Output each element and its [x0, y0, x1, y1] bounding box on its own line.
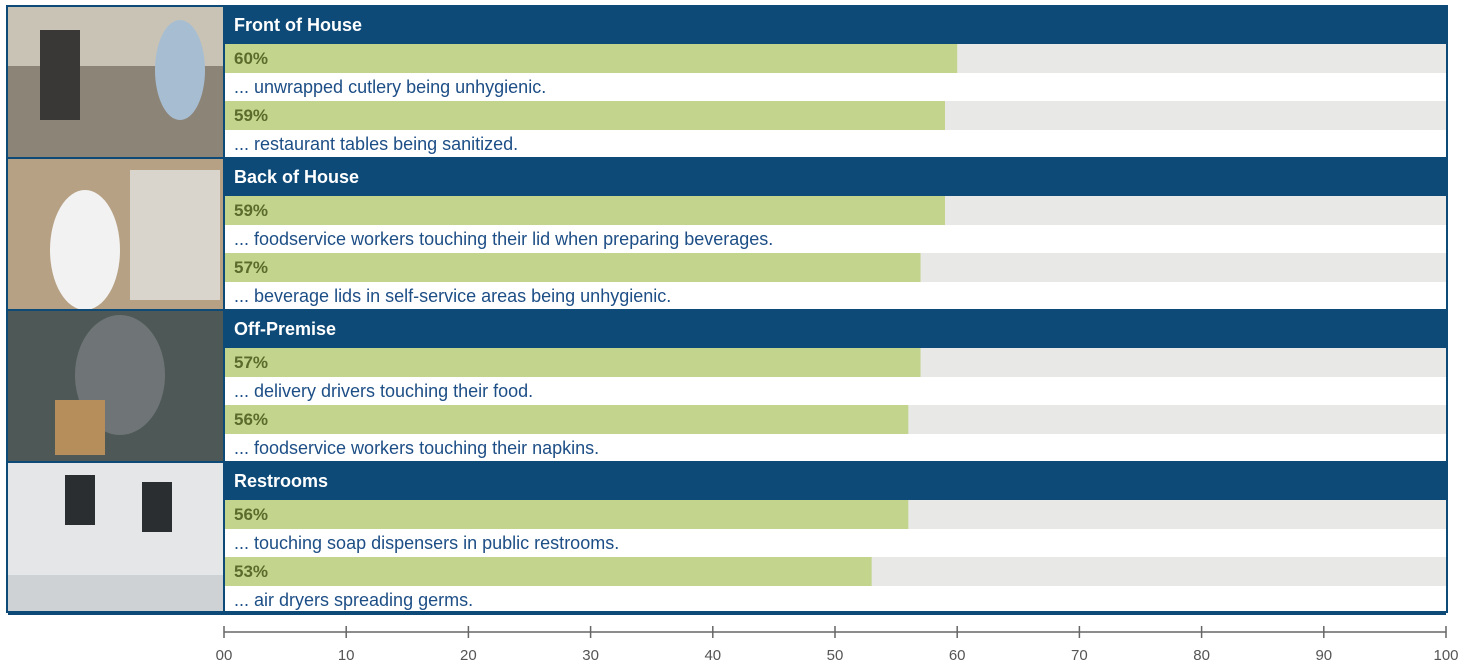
x-tick-label: 50 [827, 647, 844, 664]
x-tick-label: 00 [216, 647, 233, 664]
photo-wall [130, 170, 220, 300]
value-label: 57% [234, 258, 268, 277]
category-label: ... foodservice workers touching their l… [234, 229, 773, 249]
photo-counter [8, 575, 223, 612]
x-tick-label: 90 [1315, 647, 1332, 664]
category-label: ... restaurant tables being sanitized. [234, 134, 518, 154]
bar [224, 348, 921, 377]
bar [224, 557, 872, 586]
bar [224, 253, 921, 282]
bar [224, 500, 909, 529]
group-title: Back of House [234, 167, 359, 187]
group-header [224, 462, 1447, 500]
category-label: ... beverage lids in self-service areas … [234, 286, 671, 306]
value-label: 59% [234, 106, 268, 125]
category-label: ... unwrapped cutlery being unhygienic. [234, 77, 546, 97]
x-tick-label: 60 [949, 647, 966, 664]
x-tick-label: 80 [1193, 647, 1210, 664]
category-label: ... air dryers spreading germs. [234, 590, 473, 610]
x-tick-label: 70 [1071, 647, 1088, 664]
x-tick-label: 20 [460, 647, 477, 664]
group-header [224, 310, 1447, 348]
value-label: 60% [234, 49, 268, 68]
photo-dryer [142, 482, 172, 532]
photo-dispenser [40, 30, 80, 120]
bar [224, 405, 909, 434]
value-label: 57% [234, 353, 268, 372]
x-tick-label: 100 [1433, 647, 1458, 664]
photos [8, 6, 223, 612]
x-tick-label: 40 [704, 647, 721, 664]
x-tick-label: 30 [582, 647, 599, 664]
group-title: Off-Premise [234, 319, 336, 339]
group-title: Restrooms [234, 471, 328, 491]
category-label: ... touching soap dispensers in public r… [234, 533, 619, 553]
value-label: 59% [234, 201, 268, 220]
x-tick-label: 10 [338, 647, 355, 664]
group-title: Front of House [234, 15, 362, 35]
photo-dryer [65, 475, 95, 525]
value-label: 56% [234, 505, 268, 524]
photo-bag [55, 400, 105, 455]
frame [6, 5, 1448, 613]
photo-person [50, 190, 120, 310]
group-header [224, 158, 1447, 196]
plot: Front of House 60% ... unwrapped cutlery b… [8, 6, 1459, 664]
bar [224, 44, 958, 73]
group-header [224, 6, 1447, 44]
bar [224, 101, 945, 130]
category-label: ... delivery drivers touching their food… [234, 381, 533, 401]
category-label: ... foodservice workers touching their n… [234, 438, 599, 458]
value-label: 56% [234, 410, 268, 429]
bar [224, 196, 945, 225]
photo-person [155, 20, 205, 120]
value-label: 53% [234, 562, 268, 581]
